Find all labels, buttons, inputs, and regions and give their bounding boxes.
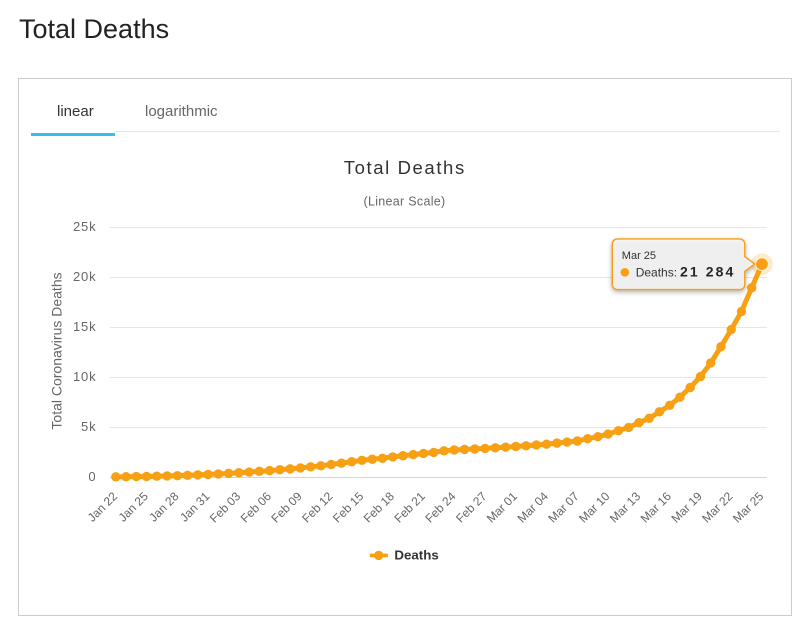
svg-text:Mar 04: Mar 04 xyxy=(515,489,552,526)
svg-text:(Linear Scale): (Linear Scale) xyxy=(363,194,445,208)
svg-text:Jan 25: Jan 25 xyxy=(116,489,152,525)
svg-text:Feb 09: Feb 09 xyxy=(268,489,305,526)
svg-text:Jan 31: Jan 31 xyxy=(177,489,213,525)
svg-text:Mar 16: Mar 16 xyxy=(638,489,675,526)
svg-text:Deaths: Deaths xyxy=(394,548,438,563)
svg-text:0: 0 xyxy=(88,469,96,484)
svg-text:Mar 25: Mar 25 xyxy=(622,250,656,262)
svg-text:Jan 22: Jan 22 xyxy=(85,489,121,525)
svg-text:21 284: 21 284 xyxy=(680,263,735,279)
svg-text:Mar 25: Mar 25 xyxy=(730,489,767,526)
svg-text:Mar 13: Mar 13 xyxy=(607,489,644,526)
svg-text:Feb 03: Feb 03 xyxy=(207,489,244,526)
svg-text:Feb 24: Feb 24 xyxy=(422,489,459,526)
svg-text:Mar 19: Mar 19 xyxy=(669,489,706,526)
svg-text:20k: 20k xyxy=(73,269,96,284)
svg-text:Feb 12: Feb 12 xyxy=(299,489,336,526)
svg-text:Jan 28: Jan 28 xyxy=(146,489,182,525)
svg-text:Deaths:: Deaths: xyxy=(636,265,677,279)
svg-text:Mar 07: Mar 07 xyxy=(545,489,582,526)
svg-text:Total Coronavirus Deaths: Total Coronavirus Deaths xyxy=(49,272,65,429)
svg-text:Mar 01: Mar 01 xyxy=(484,489,521,526)
svg-text:Total Deaths: Total Deaths xyxy=(344,157,466,178)
svg-text:Mar 10: Mar 10 xyxy=(576,489,613,526)
svg-text:Feb 18: Feb 18 xyxy=(361,489,398,526)
svg-text:Feb 06: Feb 06 xyxy=(238,489,275,526)
svg-text:25k: 25k xyxy=(73,219,96,234)
svg-text:Feb 15: Feb 15 xyxy=(330,489,367,526)
svg-text:15k: 15k xyxy=(73,319,96,334)
svg-text:Feb 27: Feb 27 xyxy=(453,489,490,526)
svg-text:5k: 5k xyxy=(81,419,96,434)
svg-text:Feb 21: Feb 21 xyxy=(392,489,429,526)
svg-text:Mar 22: Mar 22 xyxy=(699,489,736,526)
svg-text:10k: 10k xyxy=(73,369,96,384)
